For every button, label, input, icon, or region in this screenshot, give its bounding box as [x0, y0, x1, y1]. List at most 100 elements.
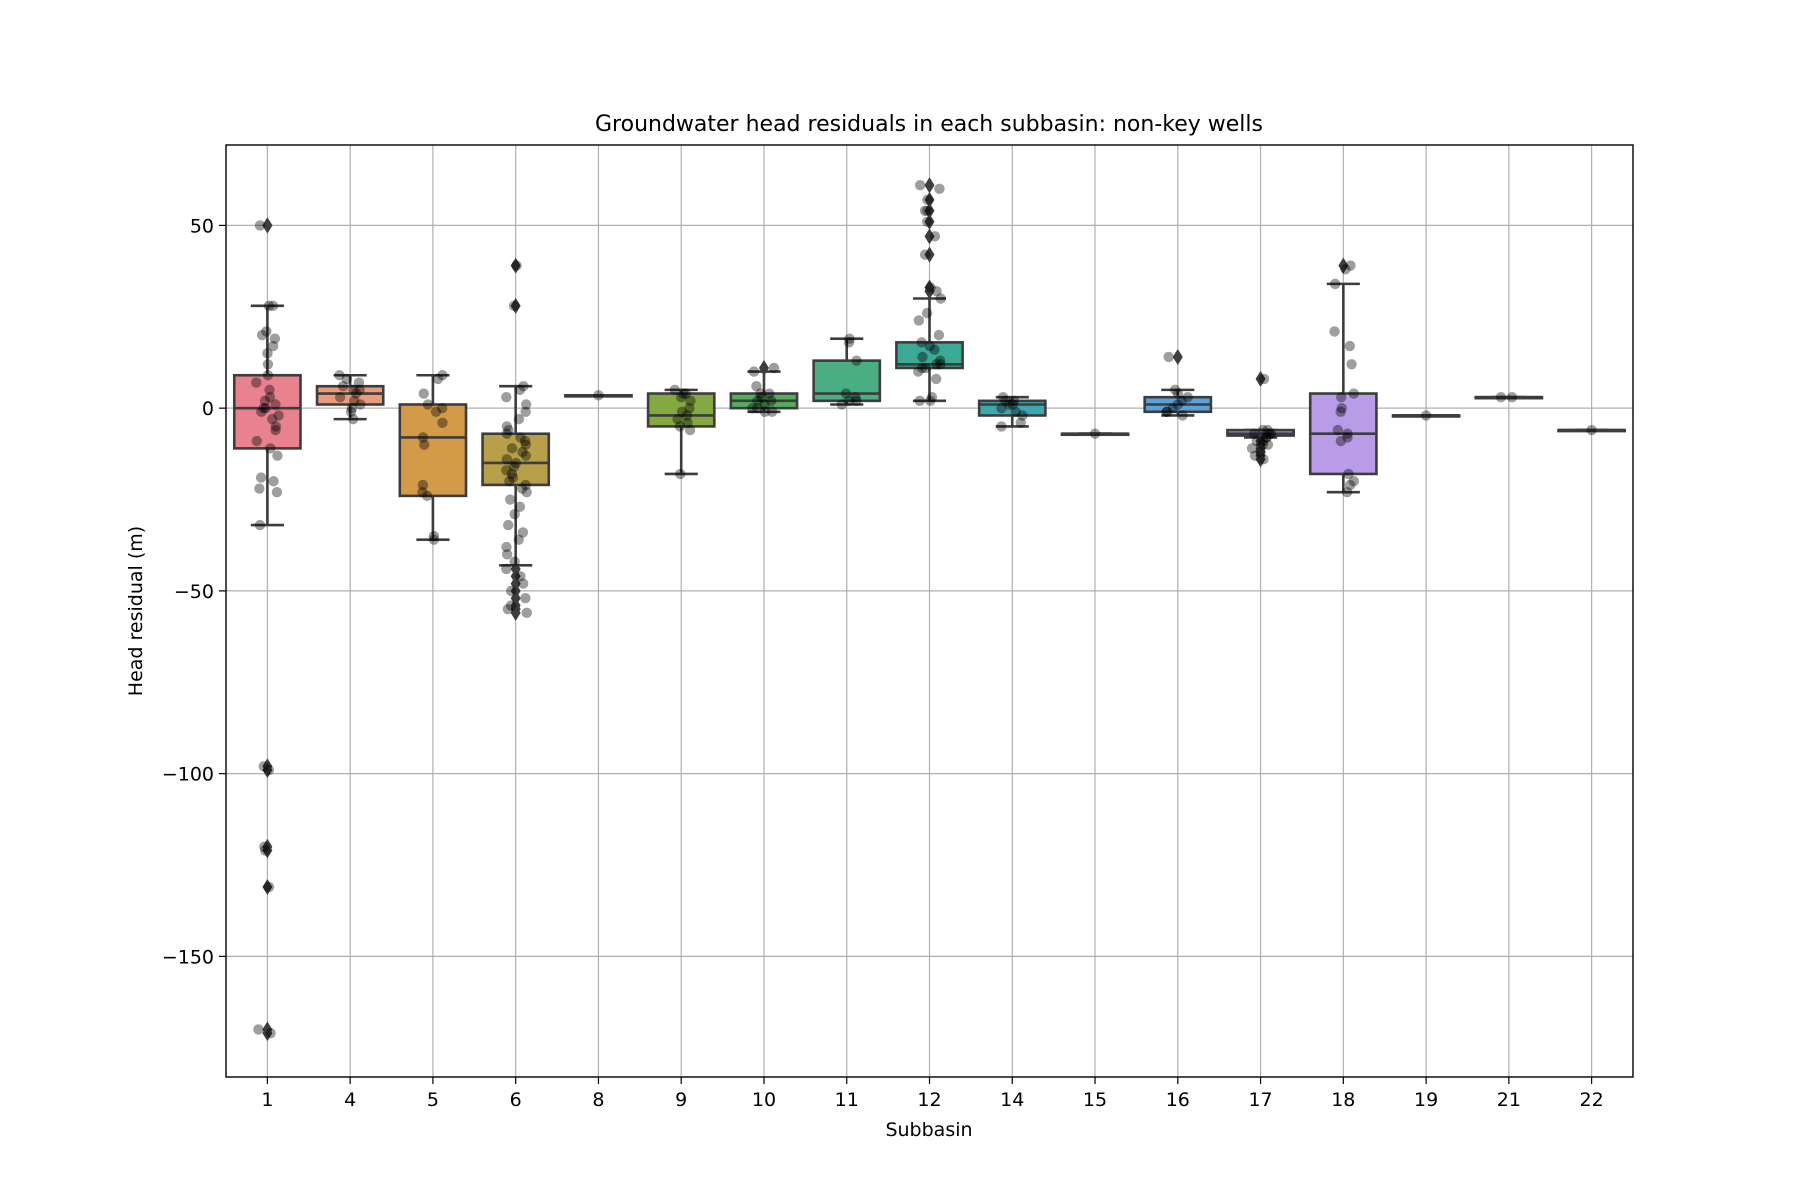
strip-point: [503, 519, 514, 531]
strip-point: [269, 333, 281, 344]
strip-point: [926, 391, 938, 403]
strip-point: [256, 406, 267, 418]
strip-point: [768, 362, 780, 374]
strip-point: [428, 534, 440, 545]
strip-point: [262, 359, 274, 370]
strip-point: [348, 384, 359, 396]
strip-point: [934, 183, 945, 195]
strip-point: [1341, 487, 1353, 498]
strip-point: [1008, 395, 1020, 407]
strip-point: [256, 329, 268, 341]
x-tick-label: 22: [1580, 1089, 1604, 1111]
strip-point: [516, 483, 528, 494]
strip-point: [506, 443, 518, 454]
outlier-marker: [262, 761, 273, 778]
outlier-marker: [1172, 348, 1183, 365]
strip-point: [931, 359, 942, 370]
strip-point: [1177, 410, 1188, 421]
box-subbasin-12: [895, 177, 964, 403]
strip-point: [504, 494, 516, 505]
strip-point: [1251, 435, 1263, 447]
y-axis-label: Head residual (m): [125, 526, 147, 696]
strip-point: [1182, 391, 1193, 403]
strip-point: [1343, 468, 1354, 480]
strip-point: [1342, 428, 1353, 439]
strip-point: [259, 841, 270, 852]
outlier-marker: [510, 257, 521, 274]
strip-point: [752, 395, 763, 407]
strip-point: [1257, 439, 1269, 450]
strip-point: [1167, 402, 1179, 414]
strip-point: [337, 381, 349, 392]
strip-point: [273, 410, 284, 421]
box-subbasin-10: [729, 359, 799, 414]
strip-point: [264, 384, 275, 396]
strip-point: [263, 764, 275, 776]
strip-point: [355, 399, 366, 410]
outlier-marker: [924, 177, 935, 194]
strip-point: [1336, 391, 1347, 403]
y-tick-label: 0: [202, 398, 214, 420]
strip-point: [501, 428, 513, 439]
strip-point: [1345, 260, 1356, 271]
strip-point: [1332, 424, 1344, 436]
x-tick-label: 4: [344, 1089, 356, 1111]
strip-point: [346, 402, 358, 414]
grid-lines: [226, 145, 1633, 1077]
strip-point: [764, 388, 775, 399]
strip-point: [929, 231, 941, 242]
strip-point: [341, 373, 352, 385]
strip-point: [502, 603, 514, 615]
strip-point: [929, 344, 940, 355]
x-tick-label: 21: [1497, 1089, 1521, 1111]
strip-point: [254, 220, 266, 231]
strip-point: [675, 468, 686, 480]
strip-point: [1089, 428, 1101, 439]
x-tick-label: 18: [1331, 1089, 1355, 1111]
strip-point: [262, 348, 273, 359]
strip-point: [1261, 432, 1272, 443]
strip-point: [755, 388, 766, 399]
strip-point: [922, 194, 933, 206]
outlier-marker: [758, 359, 769, 376]
strip-point: [419, 439, 430, 450]
strip-point: [1264, 428, 1275, 439]
strip-point: [501, 563, 512, 575]
strip-point: [684, 402, 695, 414]
strip-point: [914, 180, 926, 191]
strip-point: [1257, 424, 1269, 436]
strip-point: [1246, 443, 1258, 454]
strip-point: [251, 435, 263, 447]
outlier-marker: [924, 246, 935, 263]
strip-point: [520, 479, 531, 491]
strip-point: [508, 461, 520, 472]
strip-point: [766, 395, 777, 407]
strip-point: [264, 391, 276, 403]
strip-point: [681, 410, 693, 421]
strip-point: [996, 421, 1007, 432]
strip-points: [251, 180, 1597, 1039]
strip-point: [1003, 399, 1015, 410]
strip-point: [501, 549, 513, 560]
outlier-marker: [262, 842, 273, 859]
y-tick-label: −150: [162, 946, 214, 968]
box-subbasin-1: [232, 217, 302, 1042]
strip-point: [515, 571, 526, 582]
strip-point: [1010, 406, 1021, 418]
strip-point: [268, 476, 279, 487]
outlier-marker: [1255, 451, 1266, 468]
strip-point: [913, 315, 925, 326]
x-axis-label: Subbasin: [885, 1119, 972, 1141]
box-subbasin-5: [398, 373, 468, 542]
strip-point: [334, 370, 345, 381]
strip-point: [914, 395, 925, 407]
strip-point: [501, 391, 512, 403]
strip-point: [935, 293, 946, 304]
strip-point: [759, 399, 770, 410]
strip-point: [1172, 388, 1184, 399]
strip-point: [510, 457, 522, 469]
box-iqr: [646, 392, 716, 428]
strip-point: [921, 307, 933, 319]
strip-point: [254, 483, 265, 494]
x-tick-label: 11: [835, 1089, 859, 1111]
